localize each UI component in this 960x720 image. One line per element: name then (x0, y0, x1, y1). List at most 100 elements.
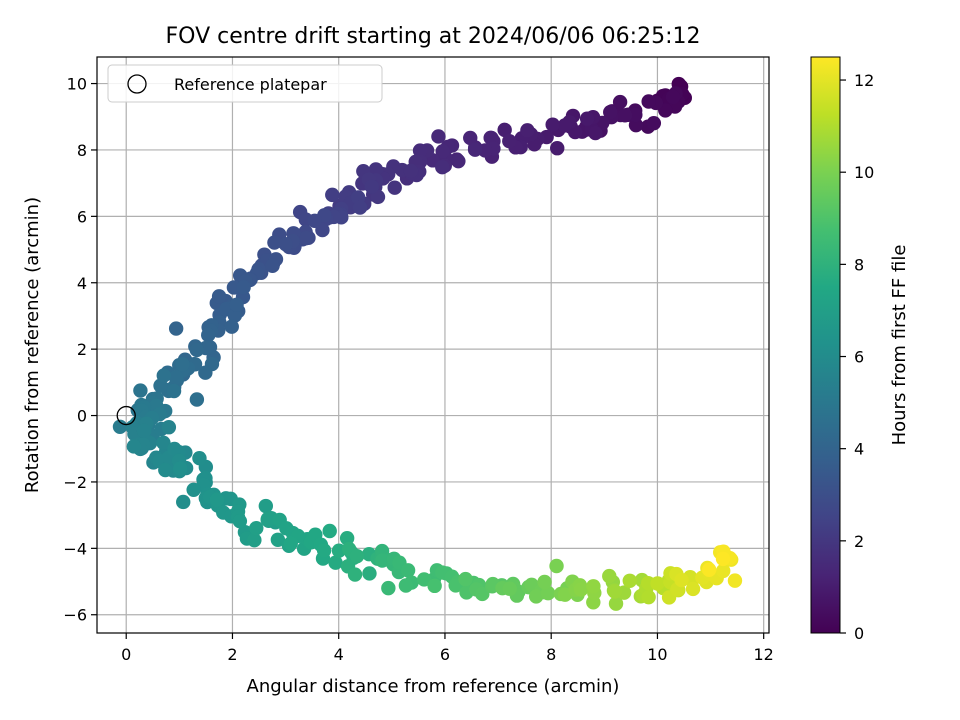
x-tick-label: 8 (546, 645, 556, 664)
colorbar-ticks: 0 2 4 6 8 10 12 (840, 71, 874, 643)
x-tick-label: 4 (334, 645, 344, 664)
scatter-point (603, 105, 618, 120)
y-tick-label: 8 (77, 141, 87, 160)
scatter-point (339, 531, 355, 546)
scatter-point (701, 562, 717, 577)
y-tick-label: −2 (63, 473, 87, 492)
colorbar-tick-label: 0 (854, 624, 864, 643)
scatter-point (400, 563, 416, 578)
scatter-point (451, 153, 466, 169)
scatter-point (189, 342, 205, 358)
plot-frame (96, 56, 770, 634)
chart-title: FOV centre drift starting at 2024/06/06 … (166, 24, 701, 49)
scatter-point (403, 163, 419, 179)
scatter-point (467, 142, 483, 157)
scatter-point (201, 327, 216, 343)
scatter-point (607, 584, 622, 599)
x-tick-label: 6 (440, 645, 450, 664)
scatter-point (602, 568, 617, 584)
scatter-point (550, 141, 565, 156)
scatter-point (168, 321, 184, 336)
scatter-point (161, 420, 177, 435)
scatter-point (387, 180, 402, 195)
scatter-point (156, 435, 171, 451)
scatter-point (298, 230, 314, 246)
scatter-point (435, 160, 450, 175)
scatter-point (209, 492, 225, 507)
scatter-point (612, 94, 628, 110)
scatter-point (715, 551, 731, 567)
scatter-point (435, 144, 450, 159)
scatter-point (229, 297, 244, 312)
scatter-point (156, 368, 171, 383)
legend-label-reference: Reference platepar (174, 75, 327, 94)
y-axis: −6 −4 −2 0 2 4 6 8 10 (63, 75, 97, 625)
scatter-point (458, 571, 473, 587)
scatter-point (158, 462, 173, 478)
colorbar-gradient (810, 56, 841, 634)
legend-box (107, 64, 383, 103)
scatter-point (427, 578, 442, 594)
scatter-point (727, 573, 743, 588)
scatter-point (224, 319, 239, 334)
scatter-point (260, 512, 275, 528)
scatter-point (641, 94, 656, 109)
scatter-point (398, 578, 414, 593)
scatter-point (328, 555, 343, 570)
scatter-point (168, 370, 184, 385)
scatter-point (641, 589, 656, 605)
colorbar-tick-label: 12 (854, 71, 874, 90)
scatter-point (325, 187, 340, 203)
x-tick-label: 12 (754, 645, 774, 664)
scatter-point (475, 586, 490, 602)
scatter-point (364, 179, 379, 194)
scatter-point (192, 451, 207, 466)
scatter-point (136, 423, 152, 439)
scatter-point (198, 365, 213, 380)
scatter-point (247, 532, 262, 548)
y-axis-label: Rotation from reference (arcmin) (22, 197, 43, 493)
scatter-point (112, 419, 128, 434)
scatter-point (502, 581, 517, 596)
scatter-point (608, 596, 624, 611)
scatter-point (665, 89, 681, 105)
colorbar: 0 2 4 6 8 10 12 Hours from first FF file (810, 56, 910, 643)
scatter-point (573, 582, 589, 597)
scatter-point (646, 115, 662, 131)
scatter-point (412, 143, 428, 158)
scatter-points (112, 76, 743, 611)
scatter-point (166, 383, 182, 399)
scatter-point (133, 383, 148, 398)
scatter-point (416, 572, 432, 587)
scatter-point (186, 482, 201, 497)
y-tick-label: 0 (77, 407, 87, 426)
x-axis: 0 2 4 6 8 10 12 (121, 633, 774, 664)
scatter-point (349, 548, 365, 564)
colorbar-tick-label: 4 (854, 440, 864, 459)
scatter-point (283, 536, 298, 551)
scatter-point (347, 567, 363, 582)
scatter-point (232, 513, 248, 529)
scatter-point (537, 574, 552, 590)
scatter-point (628, 117, 644, 133)
x-axis-label: Angular distance from reference (arcmin) (247, 676, 620, 697)
scatter-point (622, 573, 637, 588)
scatter-point (715, 563, 731, 579)
scatter-point (211, 289, 227, 304)
colorbar-label: Hours from first FF file (889, 245, 910, 446)
legend-marker-reference (127, 74, 147, 94)
y-tick-label: 6 (77, 207, 87, 226)
scatter-point (270, 532, 286, 547)
scatter-point (236, 280, 251, 295)
y-tick-label: −4 (63, 539, 87, 558)
scatter-point (588, 125, 603, 141)
scatter-point (431, 129, 446, 144)
scatter-point (126, 439, 142, 454)
scatter-point (352, 200, 368, 215)
scatter-point (316, 543, 332, 558)
scatter-point (528, 589, 544, 604)
scatter-point (545, 117, 560, 132)
scatter-point (176, 494, 191, 510)
scatter-point (549, 558, 564, 574)
